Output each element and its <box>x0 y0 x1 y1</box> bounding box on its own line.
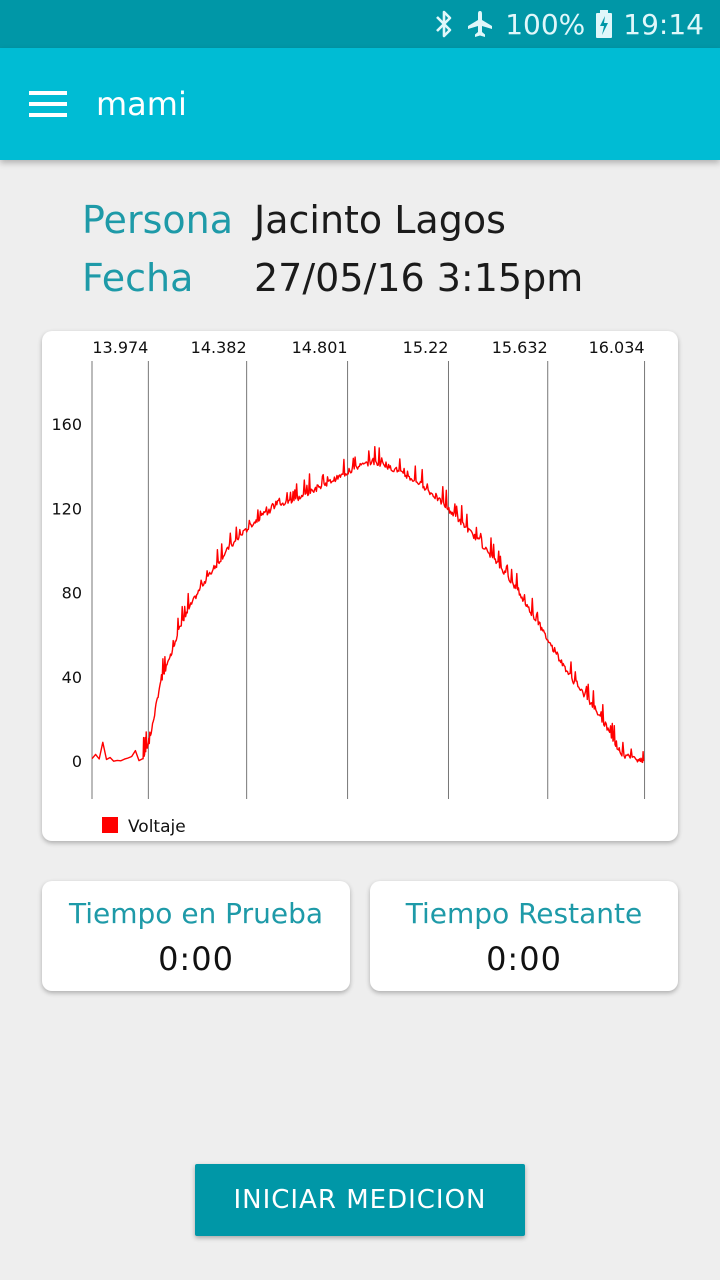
clock: 19:14 <box>623 7 704 41</box>
remaining-time-title: Tiempo Restante <box>405 897 643 930</box>
x-tick-label: 13.974 <box>92 338 148 357</box>
measurement-info: Persona Jacinto Lagos Fecha 27/05/16 3:1… <box>82 198 583 314</box>
y-tick-label: 120 <box>51 499 82 518</box>
battery-percent: 100% <box>505 7 586 41</box>
legend-swatch <box>102 817 118 833</box>
persona-row: Persona Jacinto Lagos <box>82 198 583 256</box>
app-bar: mami <box>0 48 720 160</box>
test-time-title: Tiempo en Prueba <box>68 897 323 930</box>
fecha-label: Fecha <box>82 256 194 300</box>
battery-charging-icon <box>595 9 613 39</box>
persona-label: Persona <box>82 198 233 242</box>
y-tick-label: 80 <box>62 584 82 603</box>
test-time-value: 0:00 <box>158 940 234 978</box>
persona-value: Jacinto Lagos <box>254 198 506 242</box>
bluetooth-icon <box>433 9 455 39</box>
x-tick-label: 15.22 <box>403 338 449 357</box>
y-tick-label: 0 <box>72 752 82 771</box>
voltage-chart[interactable]: 13.974 14.382 14.801 15.22 15.632 16.034 0 40 80… <box>42 331 678 841</box>
y-tick-label: 160 <box>51 415 82 434</box>
legend-label: Voltaje <box>128 817 186 837</box>
app-title: mami <box>96 85 187 123</box>
voltage-chart-card: 13.974 14.382 14.801 15.22 15.632 16.034 0 40 80… <box>42 331 678 841</box>
x-tick-label: 15.632 <box>492 338 548 357</box>
remaining-time-value: 0:00 <box>486 940 562 978</box>
x-tick-label: 16.034 <box>589 338 645 357</box>
start-measurement-button[interactable]: INICIAR MEDICION <box>195 1164 525 1236</box>
x-tick-label: 14.382 <box>191 338 247 357</box>
hamburger-menu-icon[interactable] <box>0 48 96 160</box>
fecha-row: Fecha 27/05/16 3:15pm <box>82 256 583 314</box>
y-tick-label: 40 <box>62 668 82 687</box>
series-line-voltaje <box>91 445 645 764</box>
remaining-time-card: Tiempo Restante 0:00 <box>370 881 678 991</box>
airplane-mode-icon <box>465 9 495 39</box>
x-tick-label: 14.801 <box>292 338 348 357</box>
status-bar: 100% 19:14 <box>0 0 720 48</box>
fecha-value: 27/05/16 3:15pm <box>254 256 584 300</box>
test-time-card: Tiempo en Prueba 0:00 <box>42 881 350 991</box>
